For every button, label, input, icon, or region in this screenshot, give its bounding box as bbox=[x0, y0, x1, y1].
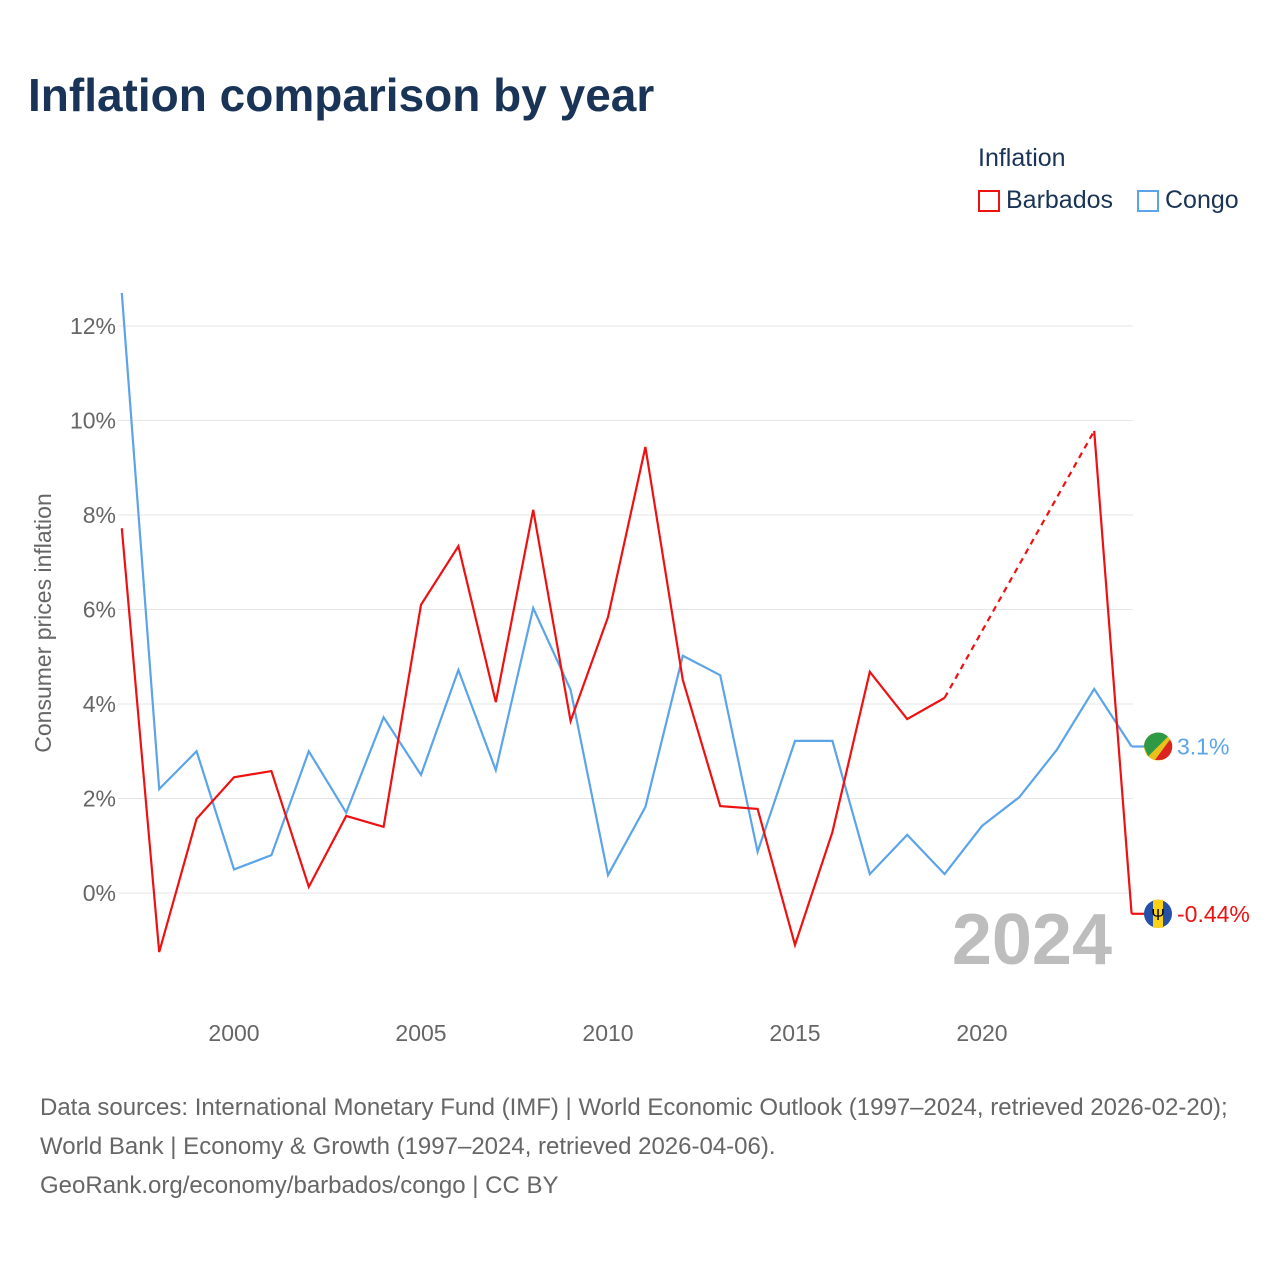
series-line-congo bbox=[120, 292, 1133, 879]
x-tick-label: 2020 bbox=[956, 1020, 1007, 1046]
year-watermark: 2024 bbox=[952, 900, 1112, 980]
source-line: Data sources: International Monetary Fun… bbox=[40, 1094, 1228, 1160]
legend-item-congo[interactable]: Congo bbox=[1137, 186, 1239, 215]
x-tick-label: 2010 bbox=[582, 1020, 633, 1046]
x-tick-label: 2000 bbox=[208, 1020, 259, 1046]
legend-label: Barbados bbox=[1006, 186, 1114, 214]
legend-label: Congo bbox=[1165, 186, 1239, 214]
y-tick-label: 8% bbox=[83, 502, 116, 528]
y-tick-label: 6% bbox=[83, 597, 116, 623]
y-axis-label: Consumer prices inflation bbox=[30, 493, 56, 753]
series-line-barbados bbox=[120, 446, 946, 953]
end-label-congo: 3.1% bbox=[1177, 734, 1229, 760]
y-tick-label: 0% bbox=[83, 880, 116, 906]
legend-title: Inflation bbox=[978, 144, 1066, 172]
gap-line-barbados bbox=[943, 430, 1096, 699]
series-line-barbados bbox=[1093, 430, 1133, 914]
x-tick-label: 2015 bbox=[769, 1020, 820, 1046]
legend-swatch-barbados bbox=[978, 189, 1000, 212]
y-tick-label: 4% bbox=[83, 691, 116, 717]
legend-swatch-congo bbox=[1137, 189, 1159, 212]
chart-title: Inflation comparison by year bbox=[28, 69, 655, 121]
flag-part bbox=[1153, 899, 1163, 928]
legend-item-barbados[interactable]: Barbados bbox=[978, 186, 1113, 215]
y-tick-label: 12% bbox=[70, 313, 116, 339]
trident-icon: Ψ bbox=[1151, 907, 1164, 924]
source-link[interactable]: GeoRank.org/economy/barbados/congo | CC … bbox=[40, 1172, 559, 1199]
y-tick-label: 10% bbox=[70, 408, 116, 434]
source-note: Data sources: International Monetary Fun… bbox=[40, 1088, 1250, 1205]
x-tick-label: 2005 bbox=[395, 1020, 446, 1046]
flag-part bbox=[1144, 732, 1168, 757]
end-label-barbados: -0.44% bbox=[1177, 901, 1250, 927]
flag-part bbox=[1155, 739, 1173, 761]
y-tick-label: 2% bbox=[83, 786, 116, 812]
